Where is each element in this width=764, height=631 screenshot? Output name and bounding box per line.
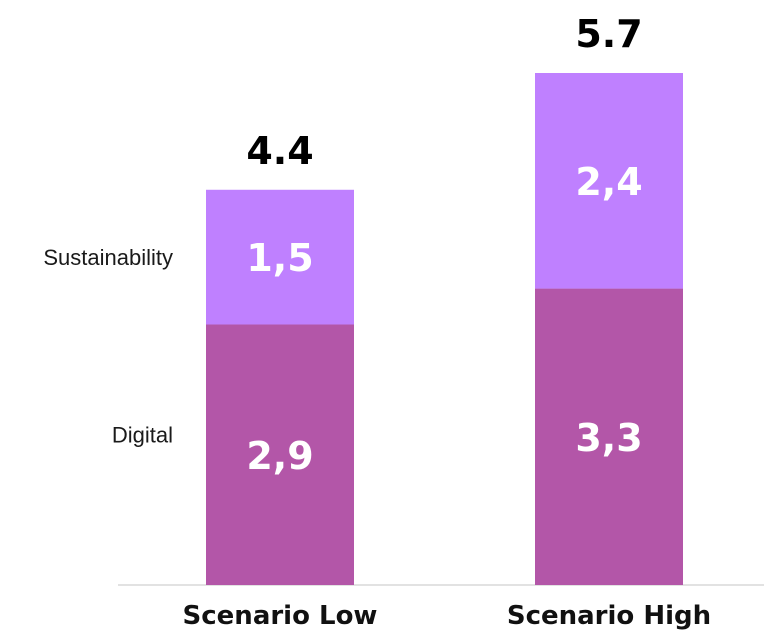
bar-scenario-high-digital	[535, 288, 683, 585]
legend-label-digital: Digital	[112, 423, 173, 448]
segment-label-scenario-high-sustainability: 2,4	[575, 160, 642, 204]
segment-label-scenario-low-digital: 2,9	[246, 434, 313, 478]
total-label-scenario-high: 5.7	[575, 12, 642, 56]
bar-scenario-low-digital	[206, 324, 354, 585]
category-label-scenario-high: Scenario High	[507, 601, 711, 631]
bars-group	[206, 73, 683, 585]
bar-scenario-low-sustainability	[206, 189, 354, 325]
segment-label-scenario-low-sustainability: 1,5	[246, 236, 313, 280]
total-label-scenario-low: 4.4	[246, 129, 313, 173]
category-label-scenario-low: Scenario Low	[183, 601, 378, 631]
segment-label-scenario-high-digital: 3,3	[575, 416, 642, 460]
bar-scenario-high-sustainability	[535, 73, 683, 289]
legend-label-sustainability: Sustainability	[43, 245, 173, 270]
labels-group: 2,9 1,5 4.4 Scenario Low 3,3 2,4 5.7 Scenario H…	[43, 12, 711, 631]
